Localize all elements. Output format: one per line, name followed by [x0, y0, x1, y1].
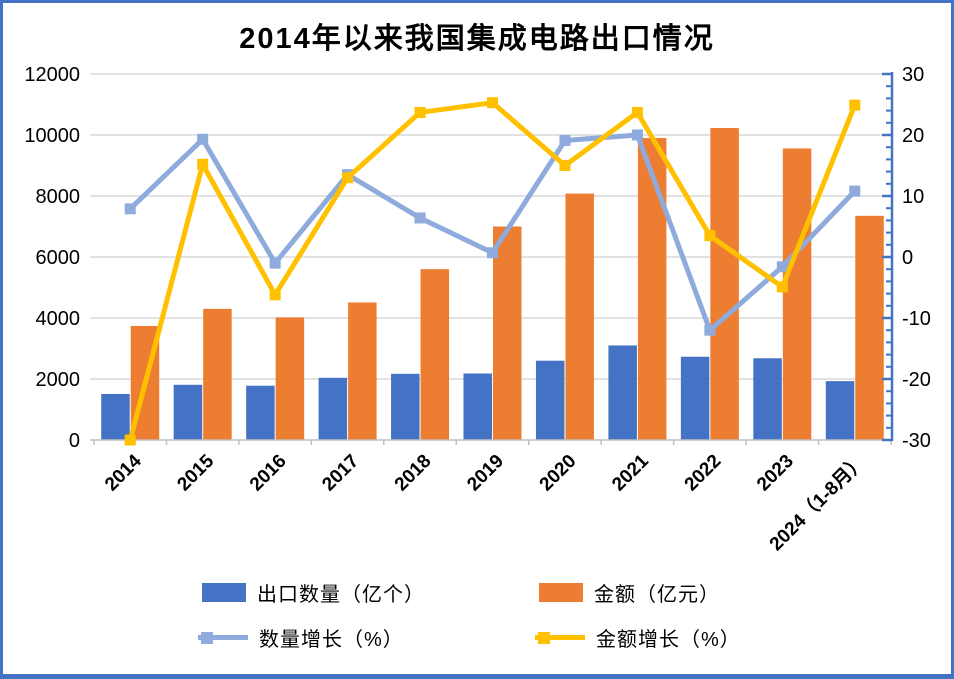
legend-item-amount-growth: 金额增长（%） [535, 623, 741, 652]
legend-label-quantity-growth: 数量增长（%） [259, 629, 404, 651]
right-axis-label: -30 [902, 430, 931, 452]
data-point-marker [559, 160, 571, 171]
data-point-marker [197, 158, 209, 170]
bar [463, 373, 492, 440]
legend-label-quantity: 出口数量（亿个） [257, 584, 425, 606]
bar [203, 308, 232, 440]
trend-line [127, 100, 858, 443]
data-point-marker [849, 185, 861, 197]
left-axis-label: 8000 [36, 186, 81, 208]
data-point-marker [704, 230, 716, 242]
combo-chart-plot: 0 2000 4000 6000 8000 10000 12000 -30 -20 -10 0 10 2… [24, 64, 931, 555]
bar [825, 381, 855, 440]
data-point-marker [776, 261, 788, 273]
bar [391, 373, 420, 440]
left-axis-label: 12000 [24, 64, 80, 86]
data-point-marker [124, 434, 136, 446]
data-point-marker [631, 129, 643, 141]
chart-title: 2014年以来我国集成电路出口情况 [239, 23, 715, 55]
data-point-marker [124, 203, 136, 215]
left-axis-label: 6000 [36, 247, 81, 269]
bar [680, 356, 710, 440]
data-point-marker [559, 134, 571, 146]
right-axis-label: -20 [902, 369, 931, 391]
bar [608, 345, 637, 440]
data-point-marker [487, 247, 498, 259]
x-axis-category-label: 2016 [246, 451, 291, 496]
x-axis-category-label: 2017 [318, 451, 363, 496]
legend-line-quantity-growth [198, 631, 248, 644]
bar [782, 148, 812, 441]
bar [535, 360, 565, 440]
data-point-marker [704, 324, 716, 336]
data-point-marker [414, 106, 426, 118]
data-point-marker [269, 289, 281, 301]
bar [101, 393, 130, 440]
bar-series-1 [130, 127, 884, 441]
right-axis-label: 10 [902, 186, 924, 208]
legend-item-quantity-growth: 数量增长（%） [198, 623, 404, 652]
bar [318, 377, 348, 440]
left-axis-label: 2000 [36, 369, 81, 391]
data-point-marker [487, 97, 498, 109]
bar [753, 358, 782, 440]
bar [637, 138, 667, 441]
legend-swatch-amount-bar [539, 583, 583, 602]
legend-swatch-quantity-bar [202, 583, 246, 602]
bar [246, 385, 275, 440]
data-point-marker [269, 257, 281, 269]
bar-series-0 [101, 345, 855, 440]
x-axis-category-label: 2014 [101, 450, 146, 495]
data-point-marker [776, 281, 788, 293]
data-point-marker [849, 99, 861, 111]
line-series-0 [124, 129, 861, 336]
x-axis-category-label: 2015 [173, 450, 218, 495]
line-series-1 [124, 97, 861, 446]
bar [275, 317, 305, 440]
legend-marker-icon [538, 631, 550, 644]
data-point-marker [631, 106, 643, 118]
bar [710, 127, 739, 441]
right-axis-label: -10 [902, 308, 931, 330]
legend-label-amount: 金额（亿元） [594, 584, 720, 606]
right-axis-label: 30 [902, 64, 924, 86]
x-axis-category-label: 2018 [391, 451, 436, 496]
data-point-marker [342, 172, 354, 184]
bar [493, 226, 522, 440]
bar [855, 215, 884, 440]
bar [348, 302, 377, 440]
left-axis-label: 4000 [36, 308, 81, 330]
right-axis-label: 20 [902, 125, 924, 147]
x-axis-category-label: 2019 [463, 451, 508, 496]
legend-item-export-amount: 金额（亿元） [539, 578, 720, 607]
x-axis-category-label: 2021 [608, 450, 653, 495]
bar [173, 384, 203, 440]
bar [565, 193, 594, 440]
legend-label-amount-growth: 金额增长（%） [596, 629, 741, 651]
data-point-marker [414, 212, 426, 224]
legend-line-amount-growth [535, 631, 585, 644]
legend-item-export-quantity: 出口数量（亿个） [202, 578, 425, 607]
bar [420, 269, 450, 440]
x-axis-category-label: 2020 [536, 451, 581, 496]
data-point-marker [197, 133, 209, 145]
left-axis-label: 10000 [24, 125, 80, 147]
legend-marker-icon [201, 631, 213, 644]
right-axis-label: 0 [902, 247, 913, 269]
left-axis-label: 0 [69, 430, 80, 452]
x-axis-category-label: 2023 [753, 451, 798, 496]
x-axis-category-label: 2022 [681, 451, 726, 496]
